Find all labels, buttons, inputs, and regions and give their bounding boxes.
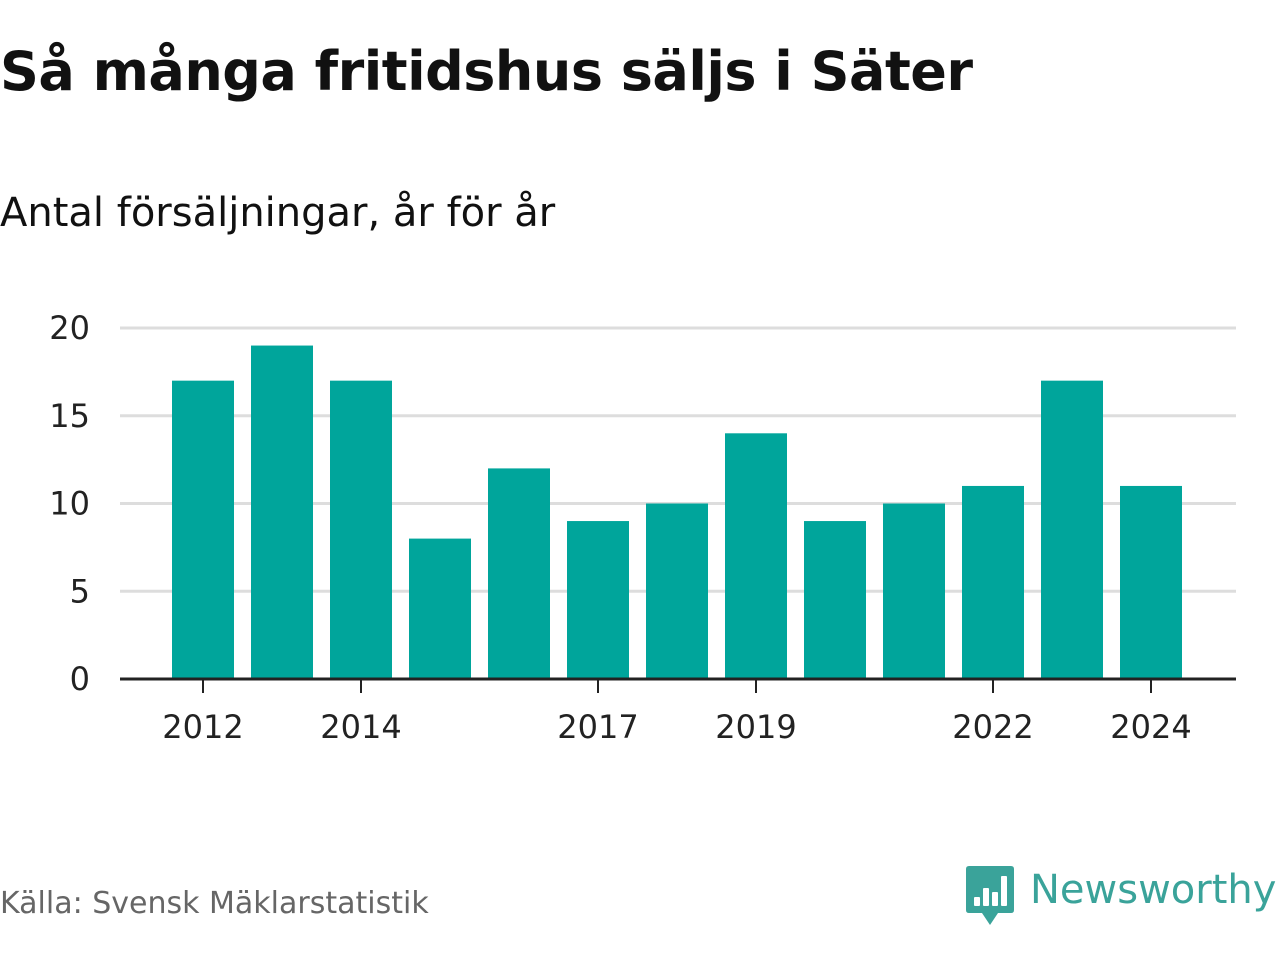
x-axis-ticks: 2012 2014 2017 2019 2022 2024 xyxy=(162,679,1192,746)
y-tick-label: 10 xyxy=(49,485,90,523)
x-tick-label: 2012 xyxy=(162,708,243,746)
bars xyxy=(172,345,1182,679)
bar-2016 xyxy=(488,468,550,679)
chart-title: Så många fritidshus säljs i Säter xyxy=(0,40,973,103)
bar-2019 xyxy=(725,433,787,679)
y-tick-label: 0 xyxy=(70,660,90,698)
bar-2013 xyxy=(251,345,313,679)
bar-2022 xyxy=(962,485,1024,679)
y-tick-label: 5 xyxy=(70,572,90,610)
bar-2018 xyxy=(646,503,708,679)
source-note: Källa: Svensk Mäklarstatistik xyxy=(0,886,429,921)
bar-2015 xyxy=(409,538,471,679)
chart-subtitle: Antal försäljningar, år för år xyxy=(0,190,556,236)
x-tick-label: 2017 xyxy=(557,708,638,746)
y-axis-ticks: 0 5 10 15 20 xyxy=(49,309,90,698)
bar-2017 xyxy=(567,521,629,679)
bar-2023 xyxy=(1041,380,1103,679)
bar-2012 xyxy=(172,380,234,679)
newsworthy-logo-icon xyxy=(966,866,1014,925)
y-tick-label: 20 xyxy=(49,309,90,347)
bar-2014 xyxy=(330,380,392,679)
x-tick-label: 2024 xyxy=(1110,708,1191,746)
brand-name: Newsworthy xyxy=(1030,867,1277,913)
x-tick-label: 2019 xyxy=(715,708,796,746)
bar-2021 xyxy=(883,503,945,679)
bar-2020 xyxy=(804,521,866,679)
y-tick-label: 15 xyxy=(49,397,90,435)
x-tick-label: 2014 xyxy=(320,708,401,746)
x-tick-label: 2022 xyxy=(952,708,1033,746)
brand-logo: Newsworthy xyxy=(964,864,1276,928)
bar-2024 xyxy=(1120,485,1182,679)
